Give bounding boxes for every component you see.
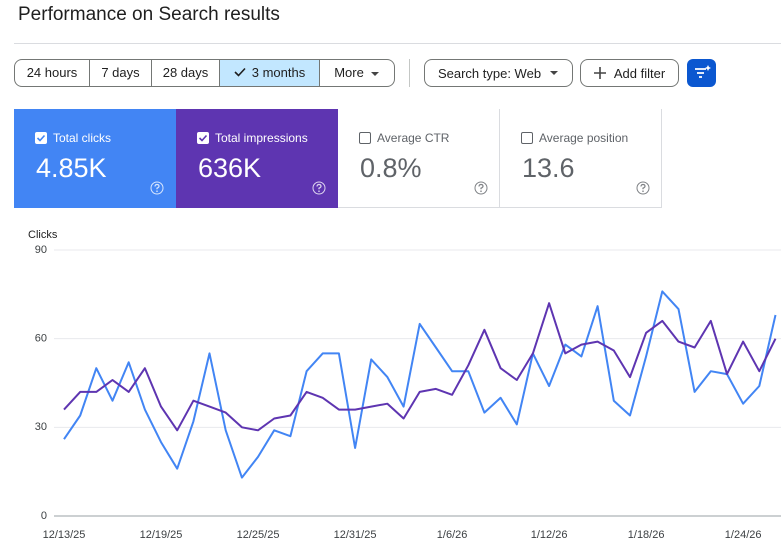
range-option[interactable]: 24 hours: [15, 60, 90, 86]
help-icon[interactable]: [150, 181, 164, 195]
search-type-label: Search type: Web: [437, 65, 542, 81]
series-line: [63, 290, 777, 479]
help-icon[interactable]: [636, 181, 650, 195]
x-tick-label: 12/19/25: [140, 529, 183, 541]
help-icon[interactable]: [312, 181, 326, 195]
check: [234, 67, 246, 77]
metric-card[interactable]: Average position 13.6: [500, 109, 662, 208]
more-label: More: [334, 65, 364, 80]
x-tick-label: 12/25/25: [237, 529, 280, 541]
check-icon: [234, 60, 246, 86]
metric-label: Average position: [539, 131, 629, 145]
page-title: Performance on Search results: [18, 4, 280, 25]
y-tick-label: 30: [35, 421, 47, 433]
metric-value: 4.85K: [36, 153, 107, 183]
metric-label: Average CTR: [377, 131, 450, 145]
metric-card[interactable]: Total clicks 4.85K: [14, 109, 176, 208]
metric-label: Total clicks: [53, 131, 112, 145]
range-option[interactable]: 28 days: [152, 60, 220, 86]
separator: [409, 59, 410, 87]
filter-icon: [695, 65, 711, 78]
add-filter-button[interactable]: Add filter: [580, 59, 679, 87]
checkbox[interactable]: [197, 132, 209, 144]
range-option[interactable]: 7 days: [90, 60, 152, 86]
checkbox[interactable]: [521, 132, 533, 144]
metric-card[interactable]: Total impressions 636K: [176, 109, 338, 208]
metric-card[interactable]: Average CTR 0.8%: [338, 109, 500, 208]
plus-icon: [593, 67, 606, 79]
range-option[interactable]: 3 months: [220, 60, 320, 86]
metric-label: Total impressions: [215, 131, 308, 145]
x-tick-label: 1/24/26: [725, 529, 762, 541]
caret-icon: [370, 72, 379, 76]
filter-settings-button[interactable]: [687, 59, 716, 87]
y-tick-label: 60: [35, 333, 47, 345]
range-option-label: 7 days: [101, 65, 140, 80]
x-tick-label: 12/13/25: [43, 529, 86, 541]
divider: [14, 43, 781, 44]
search-type-button[interactable]: Search type: Web: [424, 59, 573, 87]
help-icon[interactable]: [474, 181, 488, 195]
range-option-label: 3 months: [251, 65, 306, 80]
x-tick-label: 1/12/26: [531, 529, 568, 541]
more-button[interactable]: More: [320, 60, 394, 86]
x-tick-label: 12/31/25: [334, 529, 377, 541]
metric-value: 636K: [198, 153, 262, 183]
caret: [370, 60, 380, 86]
checkbox[interactable]: [359, 132, 371, 144]
caret: [550, 71, 559, 75]
x-tick-label: 1/18/26: [628, 529, 665, 541]
y-tick-label: 90: [35, 244, 47, 256]
y-tick-label: 0: [41, 510, 47, 522]
checkbox[interactable]: [35, 132, 47, 144]
metric-value: 13.6: [522, 153, 575, 183]
range-option-label: 28 days: [162, 65, 209, 80]
metric-value: 0.8%: [360, 153, 422, 183]
x-tick-label: 1/6/26: [437, 529, 468, 541]
series-line: [63, 302, 777, 432]
date-range: 24 hours 7 days 28 days 3 months More: [14, 59, 395, 87]
add-filter-label: Add filter: [613, 65, 666, 81]
range-option-label: 24 hours: [26, 65, 78, 80]
chart: Clicks 0 30 60 90 12/13/25 12/19/25 12/25/25 12…: [28, 229, 781, 541]
y-axis-label: Clicks: [28, 229, 58, 241]
